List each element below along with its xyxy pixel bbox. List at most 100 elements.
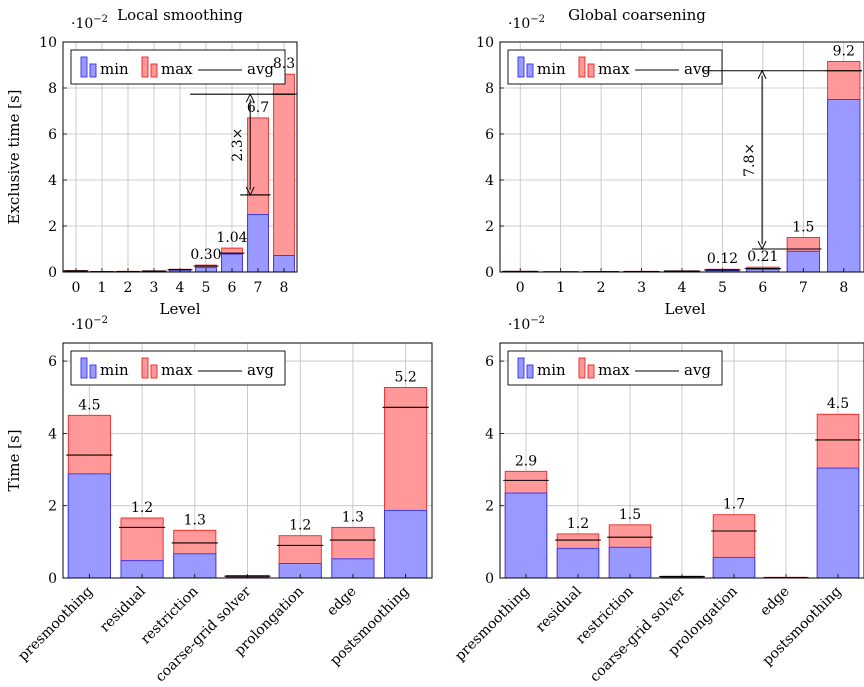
x-tick-label: coarse-grid solver: [152, 583, 254, 683]
legend-avg-label: avg: [684, 361, 711, 379]
legend-swatch-min: [90, 365, 96, 378]
data-label: 1.3: [184, 512, 206, 528]
legend-swatch-min: [90, 64, 96, 77]
legend-min-label: min: [100, 361, 129, 379]
y-tick-label: 4: [48, 173, 57, 189]
x-tick-label: 6: [228, 280, 237, 296]
legend-swatch-max: [579, 358, 585, 378]
bar-min: [68, 474, 110, 578]
x-tick-label: presmoothing: [452, 583, 533, 664]
y-tick-label: 8: [48, 81, 57, 97]
y-tick-label: 2: [485, 499, 494, 515]
legend-swatch-max: [588, 64, 594, 77]
x-tick-label: 0: [72, 280, 81, 296]
y-tick-label: 4: [48, 426, 57, 442]
legend-avg-label: avg: [684, 60, 711, 78]
y-tick-label: 10: [476, 35, 494, 51]
x-tick-label: residual: [97, 583, 149, 635]
x-tick-label: 6: [758, 280, 767, 296]
legend-min-label: min: [100, 60, 129, 78]
data-label: 0.12: [707, 251, 738, 267]
y-axis-label: Time [s]: [5, 429, 23, 491]
x-tick-label: 1: [556, 280, 565, 296]
x-tick-label: edge: [757, 584, 793, 620]
bar-min: [828, 100, 860, 273]
x-tick-label: 7: [799, 280, 808, 296]
legend-swatch-min: [81, 57, 87, 77]
chart-title: Global coarsening: [568, 6, 706, 24]
x-tick-label: 5: [202, 280, 211, 296]
x-tick-label: edge: [324, 584, 360, 620]
x-tick-label: 8: [280, 280, 289, 296]
y-tick-label: 0: [48, 571, 57, 587]
legend-swatch-min: [527, 365, 533, 378]
scale-label: ·10−2: [71, 315, 108, 333]
data-label: 1.3: [342, 509, 364, 525]
legend-swatch-max: [142, 57, 148, 77]
y-tick-label: 0: [48, 265, 57, 281]
data-label: 5.2: [395, 369, 417, 385]
data-label: 9.2: [833, 44, 855, 60]
annotation-label: 2.3×: [230, 128, 246, 162]
y-tick-label: 2: [48, 499, 57, 515]
y-axis-label: Exclusive time [s]: [5, 90, 23, 225]
x-tick-label: 7: [254, 280, 263, 296]
x-tick-label: 3: [637, 280, 646, 296]
legend-max-label: max: [161, 60, 193, 78]
data-label: 1.5: [619, 507, 641, 523]
scale-label: ·10−2: [71, 14, 108, 32]
y-tick-label: 4: [485, 426, 494, 442]
data-label: 1.04: [216, 230, 247, 246]
x-axis-label: Level: [665, 300, 706, 318]
bar-min: [248, 215, 269, 273]
x-tick-label: 2: [597, 280, 606, 296]
data-label: 2.9: [515, 453, 537, 469]
data-label: 8.3: [273, 56, 295, 72]
legend-swatch-min: [81, 358, 87, 378]
legend-avg-label: avg: [247, 60, 274, 78]
bar-max: [274, 74, 295, 272]
chart-title: Local smoothing: [117, 6, 243, 24]
y-tick-label: 10: [39, 35, 57, 51]
legend-avg-label: avg: [247, 361, 274, 379]
x-axis-label: Level: [160, 300, 201, 318]
x-tick-label: presmoothing: [15, 583, 96, 664]
y-tick-label: 6: [485, 127, 494, 143]
x-tick-label: 3: [150, 280, 159, 296]
bar-min: [505, 493, 547, 578]
annotation-label: 7.8×: [742, 143, 758, 177]
data-label: 1.2: [131, 500, 153, 516]
legend-swatch-max: [142, 358, 148, 378]
legend-min-label: min: [537, 60, 566, 78]
x-tick-label: residual: [533, 583, 585, 635]
legend-max-label: max: [598, 60, 630, 78]
data-label: 4.5: [827, 396, 849, 412]
data-label: 6.7: [247, 100, 269, 116]
scale-label: ·10−2: [508, 315, 545, 333]
legend-swatch-max: [588, 365, 594, 378]
x-tick-label: 4: [678, 280, 687, 296]
legend-max-label: max: [598, 361, 630, 379]
x-tick-label: 5: [718, 280, 727, 296]
bar-min: [557, 548, 599, 578]
x-tick-label: 4: [176, 280, 185, 296]
legend-max-label: max: [161, 361, 193, 379]
x-tick-label: coarse-grid solver: [587, 583, 689, 683]
y-tick-label: 6: [485, 354, 494, 370]
y-tick-label: 6: [48, 127, 57, 143]
data-label: 1.5: [792, 220, 814, 236]
legend-swatch-max: [579, 57, 585, 77]
y-tick-label: 2: [48, 219, 57, 235]
bar-min: [817, 468, 859, 578]
legend-min-label: min: [537, 361, 566, 379]
x-tick-label: 8: [839, 280, 848, 296]
y-tick-label: 0: [485, 265, 494, 281]
data-label: 1.2: [567, 516, 589, 532]
x-tick-label: 0: [516, 280, 525, 296]
legend-swatch-min: [518, 57, 524, 77]
legend-swatch-min: [527, 64, 533, 77]
data-label: 4.5: [78, 397, 100, 413]
bar-min: [385, 510, 427, 578]
y-tick-label: 0: [485, 571, 494, 587]
